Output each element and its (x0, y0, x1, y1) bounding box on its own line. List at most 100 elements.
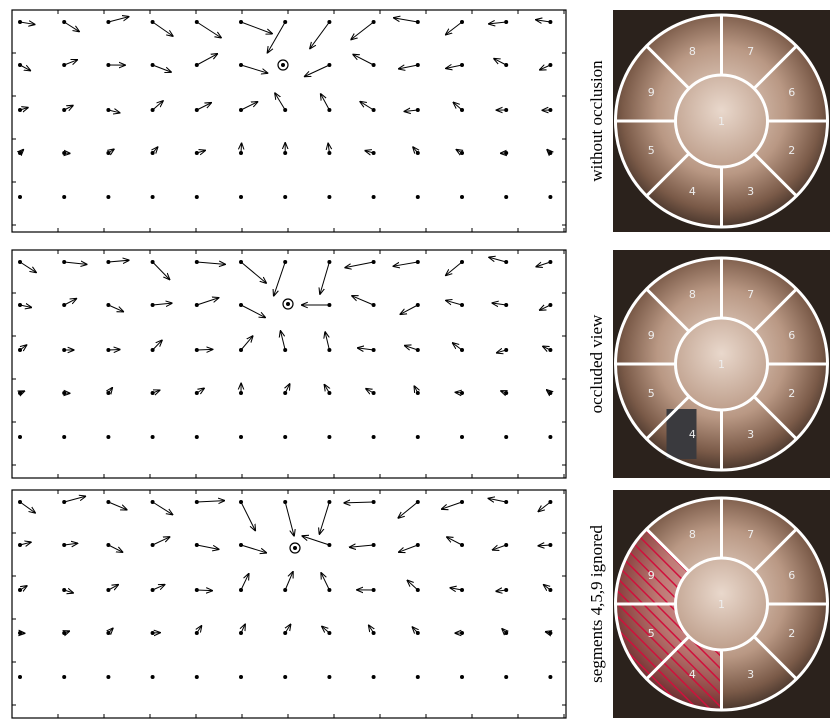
flow-arrow (412, 627, 417, 633)
flow-arrow (492, 303, 506, 305)
point (62, 675, 66, 679)
flow-arrow (241, 574, 249, 590)
flow-arrow (369, 625, 374, 633)
point (283, 195, 287, 199)
flow-arrow (319, 502, 329, 534)
point (327, 195, 331, 199)
flow-arrow (197, 590, 213, 591)
segment-number: 2 (788, 144, 795, 157)
flow-arrow (442, 502, 462, 509)
flow-arrow (64, 543, 77, 545)
flow-arrow (351, 22, 374, 40)
panel-label: occluded view (587, 314, 606, 413)
flow-arrow (404, 110, 418, 111)
flow-arrow (544, 585, 551, 590)
flow-arrow (267, 22, 285, 53)
flow-arrow (274, 262, 285, 296)
flow-arrow (414, 386, 418, 393)
flow-arrow (344, 502, 374, 503)
flow-arrow (405, 346, 418, 350)
point (504, 435, 508, 439)
segment-number: 7 (747, 528, 754, 541)
point (416, 435, 420, 439)
segment-number: 8 (689, 45, 696, 58)
flow-arrow (153, 65, 172, 72)
segment-number: 5 (648, 144, 655, 157)
flow-arrow (455, 392, 462, 393)
point (504, 195, 508, 199)
flow-arrow (20, 542, 31, 545)
flow-arrow (64, 496, 85, 502)
segment-number: 1 (718, 358, 725, 371)
flow-arrow (450, 588, 462, 590)
flow-arrow (360, 102, 374, 110)
plot-frame (12, 490, 566, 718)
flow-arrow (489, 22, 506, 24)
flow-arrow (536, 20, 551, 22)
flow-arrow (280, 331, 285, 350)
flow-arrow (197, 103, 211, 110)
flow-arrow (305, 65, 330, 77)
flow-arrow (320, 262, 329, 294)
point (18, 195, 22, 199)
flow-arrow (20, 22, 35, 24)
fisheye-image: 123456789 (613, 10, 830, 232)
point (62, 195, 66, 199)
point (239, 675, 243, 679)
flow-arrow (345, 262, 374, 268)
flow-arrow (241, 545, 266, 553)
point (195, 195, 199, 199)
flow-arrow (197, 22, 221, 38)
flow-arrow (285, 502, 294, 536)
flow-arrow (302, 536, 329, 545)
flow-arrow (285, 624, 290, 633)
segment-number: 9 (648, 329, 655, 342)
flow-arrow (285, 572, 293, 590)
point (151, 195, 155, 199)
flow-arrow (108, 502, 126, 510)
flow-arrow (393, 262, 417, 266)
point (62, 435, 66, 439)
segment-number: 5 (648, 387, 655, 400)
point (504, 675, 508, 679)
flow-arrow (197, 298, 219, 305)
flow-arrow (352, 296, 374, 305)
flow-arrow (241, 336, 253, 350)
segment-number: 6 (788, 329, 795, 342)
point (460, 675, 464, 679)
fisheye-image: 123456789 (613, 250, 830, 478)
segment-number: 2 (788, 387, 795, 400)
segment-number: 1 (718, 115, 725, 128)
flow-arrow (493, 545, 507, 550)
flow-arrow (64, 262, 87, 264)
segment-number: 7 (747, 288, 754, 301)
flow-arrow (540, 305, 551, 310)
point (239, 435, 243, 439)
flow-arrow (64, 105, 73, 110)
flow-arrow (275, 93, 285, 110)
flow-arrow (108, 305, 123, 312)
flow-arrow (197, 545, 219, 549)
flow-arrow (324, 385, 329, 393)
point (548, 675, 552, 679)
flow-arrow (241, 143, 242, 153)
point (18, 675, 22, 679)
focus (286, 302, 290, 306)
flow-arrow (64, 590, 73, 593)
flow-arrow (497, 350, 507, 353)
segment-number: 8 (689, 288, 696, 301)
flow-arrow (197, 501, 225, 502)
plot-frame (12, 10, 566, 232)
flow-arrow (64, 22, 79, 32)
point (195, 435, 199, 439)
flow-arrow (153, 22, 173, 36)
flow-arrow (153, 502, 173, 515)
flow-arrow (446, 22, 462, 35)
segment-number: 6 (788, 86, 795, 99)
point (239, 195, 243, 199)
flow-arrow (453, 102, 462, 110)
flow-arrow (20, 345, 27, 350)
flow-arrow (197, 388, 204, 393)
flow-arrow (241, 262, 266, 283)
flow-arrow (241, 22, 272, 34)
